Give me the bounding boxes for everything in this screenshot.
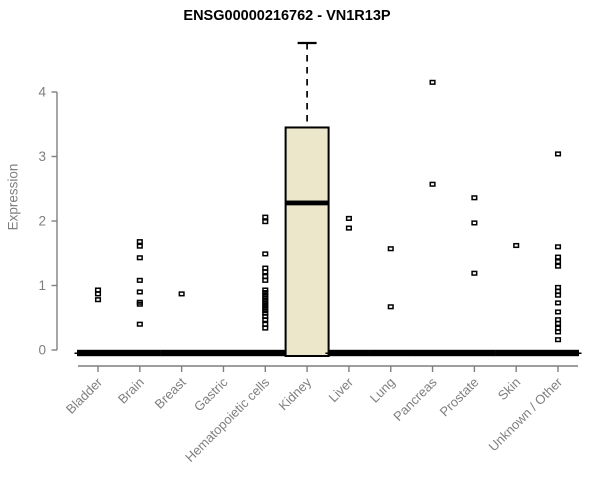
y-tick-label: 1 xyxy=(38,278,46,293)
outlier-point xyxy=(262,300,269,306)
x-tick-label: Liver xyxy=(326,374,357,405)
zero-box xyxy=(537,349,580,357)
outlier-point xyxy=(262,251,269,257)
x-tick-label: Pancreas xyxy=(390,374,440,424)
outlier-point xyxy=(262,297,269,303)
outlier-point xyxy=(262,295,269,301)
outlier-point xyxy=(262,302,269,309)
zero-box xyxy=(202,349,245,357)
outlier-point xyxy=(554,292,562,298)
outlier-point xyxy=(471,195,478,201)
outlier-point xyxy=(345,225,352,231)
outlier-point xyxy=(262,287,269,293)
outlier-point xyxy=(554,151,562,157)
zero-box xyxy=(369,349,412,357)
x-tick-label: Unknown / Other xyxy=(486,374,566,454)
zero-box xyxy=(495,349,538,357)
outlier-point xyxy=(471,270,478,276)
box xyxy=(284,126,330,357)
x-tick-label: Lung xyxy=(367,375,398,406)
outlier-point xyxy=(262,321,269,327)
median-line xyxy=(285,200,329,206)
outlier-point xyxy=(262,325,269,331)
outlier-point xyxy=(554,284,562,290)
outlier-point xyxy=(136,321,143,327)
chart-title: ENSG00000216762 - VN1R13P xyxy=(183,8,391,24)
outlier-point xyxy=(136,289,143,295)
outlier-point xyxy=(136,277,143,283)
outlier-point xyxy=(136,301,143,307)
outlier-point xyxy=(554,244,562,250)
outlier-point xyxy=(554,254,562,260)
y-tick-label: 2 xyxy=(38,214,46,229)
outlier-point xyxy=(262,292,269,298)
outlier-point xyxy=(554,300,562,306)
outlier-point xyxy=(554,325,562,331)
outlier-point xyxy=(136,243,143,249)
outlier-point xyxy=(262,308,269,314)
outlier-point xyxy=(262,277,269,283)
outlier-point xyxy=(387,304,394,310)
outlier-point xyxy=(262,305,269,311)
zero-box xyxy=(160,349,203,357)
outlier-point xyxy=(94,297,102,303)
y-tick-label: 0 xyxy=(38,343,46,358)
zero-box xyxy=(453,349,496,357)
y-tick-label: 3 xyxy=(38,149,46,164)
outlier-point xyxy=(554,288,562,294)
x-tick-label: Brain xyxy=(115,375,147,407)
outlier-point xyxy=(94,287,102,293)
outlier-point xyxy=(429,79,436,85)
x-tick-label: Kidney xyxy=(276,374,315,413)
x-tick-label: Bladder xyxy=(63,374,106,417)
outlier-point xyxy=(554,329,562,335)
outlier-point xyxy=(554,317,562,323)
zero-box xyxy=(244,349,287,357)
outlier-point xyxy=(262,219,269,225)
outlier-point xyxy=(262,214,269,220)
zero-box xyxy=(118,349,161,357)
zero-box xyxy=(327,349,370,357)
y-tick-label: 4 xyxy=(38,85,46,100)
outlier-point xyxy=(262,273,269,280)
outlier-point xyxy=(387,246,394,252)
x-tick-label: Skin xyxy=(495,375,523,403)
outlier-point xyxy=(262,317,269,323)
outlier-point xyxy=(513,242,520,249)
outlier-point xyxy=(554,263,562,269)
outlier-point xyxy=(554,337,562,343)
outlier-point xyxy=(262,269,269,275)
x-tick-label: Breast xyxy=(152,374,189,411)
zero-box xyxy=(77,349,119,357)
outlier-point xyxy=(429,181,436,187)
outlier-point xyxy=(554,309,562,315)
outlier-point xyxy=(136,255,143,261)
x-tick-label: Gastric xyxy=(191,374,231,414)
outlier-point xyxy=(345,215,352,221)
x-tick-label: Prostate xyxy=(437,375,482,420)
outlier-point xyxy=(178,291,185,297)
outlier-point xyxy=(262,265,269,271)
outlier-point xyxy=(262,290,269,296)
outlier-point xyxy=(554,321,562,327)
outlier-point xyxy=(554,259,562,265)
zero-box xyxy=(411,349,454,357)
outlier-point xyxy=(136,239,143,245)
outlier-point xyxy=(94,291,102,297)
outlier-point xyxy=(471,220,478,226)
